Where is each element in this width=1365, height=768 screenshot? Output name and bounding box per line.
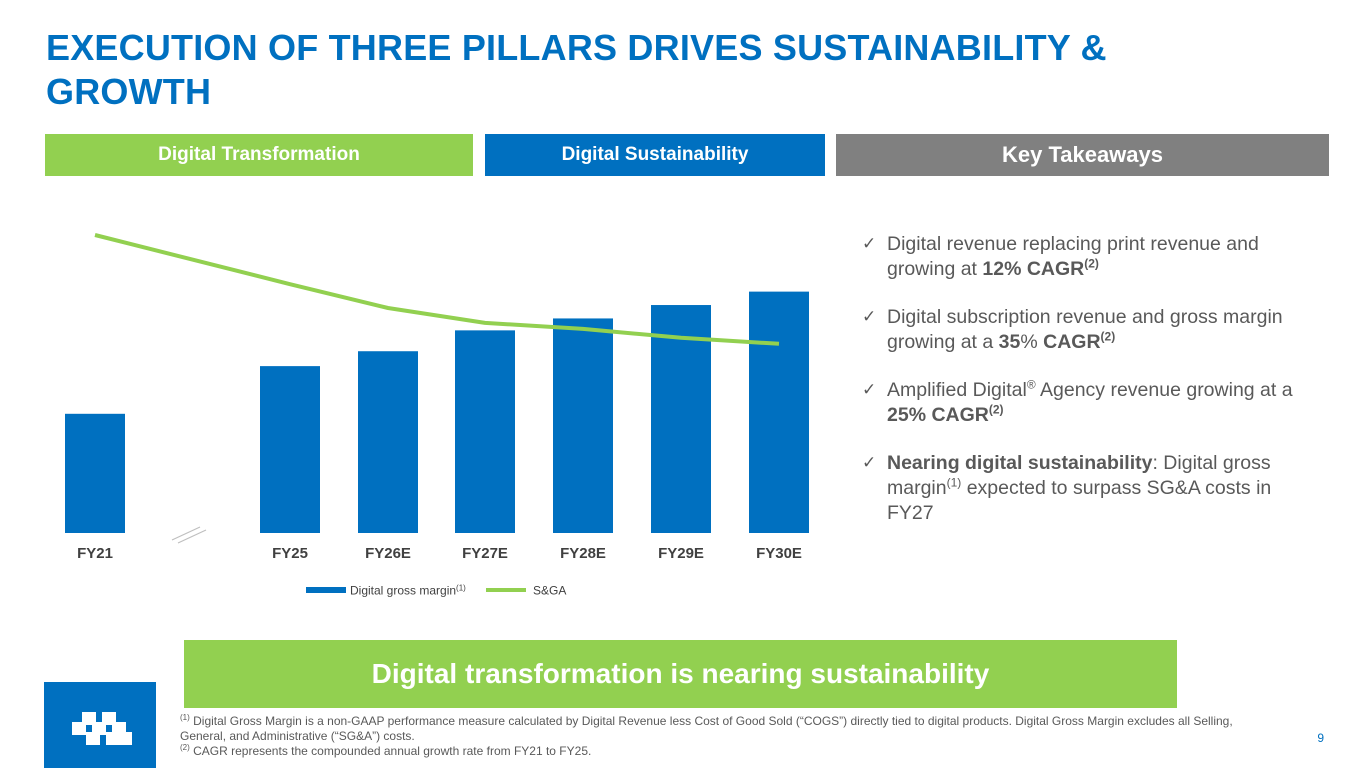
- chart-legend: Digital gross margin(1) S&GA: [306, 584, 566, 598]
- takeaway-text: Amplified Digital® Agency revenue growin…: [887, 377, 1293, 427]
- checkmark-icon: ✓: [862, 234, 877, 254]
- footnotes: (1) Digital Gross Margin is a non-GAAP p…: [180, 714, 1240, 759]
- footnote: (2) CAGR represents the compounded annua…: [180, 743, 592, 759]
- tab-digital-sustainability: Digital Sustainability: [485, 134, 825, 176]
- tab-label: Key Takeaways: [1001, 142, 1164, 167]
- bar-fy27e: [455, 330, 515, 533]
- summary-banner: Digital transformation is nearing sustai…: [184, 640, 1177, 708]
- bar-fy26e: [358, 351, 418, 533]
- page-title: EXECUTION OF THREE PILLARS DRIVES SUSTAI…: [46, 27, 1107, 112]
- tab-digital-transformation: Digital Transformation: [45, 134, 473, 176]
- takeaway-text: Digital revenue replacing print revenue …: [887, 233, 1259, 280]
- x-tick-label-fy21: FY21: [77, 545, 113, 562]
- tab-key-takeaways: Key Takeaways: [836, 134, 1329, 176]
- takeaway-item: ✓ Amplified Digital® Agency revenue growi…: [862, 378, 1322, 428]
- bar-fy21: [65, 413, 125, 533]
- footnote: (1) Digital Gross Margin is a non-GAAP p…: [180, 713, 1233, 744]
- takeaway-text: Nearing digital sustainability: Digital …: [887, 452, 1272, 524]
- bar-fy28e: [553, 318, 613, 533]
- checkmark-icon: ✓: [862, 307, 877, 327]
- legend-label-sga: S&GA: [533, 584, 566, 598]
- x-tick-label-fy25: FY25: [272, 545, 308, 562]
- bar-fy25: [260, 366, 320, 533]
- tab-label: Digital Sustainability: [561, 144, 749, 165]
- x-tick-label-fy26e: FY26E: [365, 545, 411, 562]
- key-takeaways-list: ✓ Digital revenue replacing print revenue…: [862, 232, 1322, 549]
- x-tick-label-fy29e: FY29E: [658, 545, 704, 562]
- takeaway-text: Digital subscription revenue and gross m…: [887, 306, 1283, 353]
- legend-swatch-digital-gross-margin: [306, 587, 346, 593]
- checkmark-icon: ✓: [862, 453, 877, 473]
- company-logo-icon: [44, 682, 156, 768]
- bar-fy30e: [749, 291, 809, 533]
- takeaway-item: ✓ Digital revenue replacing print revenue…: [862, 232, 1322, 282]
- legend-label-digital-gross-margin: Digital gross margin(1): [350, 584, 466, 598]
- x-tick-label-fy28e: FY28E: [560, 545, 606, 562]
- takeaway-item: ✓ Digital subscription revenue and gross …: [862, 305, 1322, 355]
- checkmark-icon: ✓: [862, 380, 877, 400]
- tab-label: Digital Transformation: [158, 144, 360, 165]
- x-tick-label-fy27e: FY27E: [462, 545, 508, 562]
- line-sga: [94, 233, 780, 346]
- bar-fy29e: [651, 305, 711, 533]
- x-tick-label-fy30e: FY30E: [756, 545, 802, 562]
- digital-margin-chart: FY21 FY25 FY26E FY27E FY28E FY29E FY30E Digita…: [65, 233, 809, 598]
- page-number: 9: [1317, 731, 1324, 745]
- takeaway-item: ✓ Nearing digital sustainability: Digital…: [862, 451, 1322, 526]
- axis-break-mark: [171, 526, 207, 544]
